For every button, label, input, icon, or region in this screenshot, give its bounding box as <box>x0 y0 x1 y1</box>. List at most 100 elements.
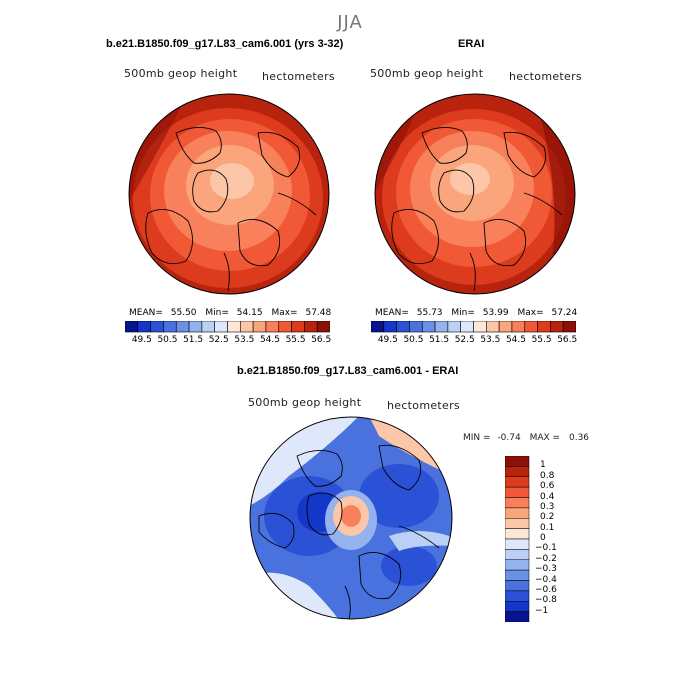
panel-1-units-label: hectometers <box>262 70 335 83</box>
panel-1-map <box>128 93 330 295</box>
colorbar-swatch <box>316 321 330 333</box>
colorbar-swatch <box>201 321 215 333</box>
panel-2-units-label: hectometers <box>509 70 582 83</box>
colorbar-tick-label: 51.5 <box>429 335 450 345</box>
contour-band-11 <box>341 505 361 527</box>
colorbar-tick-label: 0 <box>540 533 546 543</box>
colorbar-swatch <box>409 321 423 333</box>
panel-1-min-label: Min= <box>205 308 229 318</box>
colorbar-swatch <box>505 476 530 488</box>
colorbar-swatch <box>252 321 267 333</box>
colorbar-tick-label: −0.6 <box>535 584 557 595</box>
colorbar-swatch <box>383 321 397 333</box>
panel-1-colorbar-ticks: 49.5 50.5 51.5 52.5 53.5 54.5 55.5 56.5 <box>118 335 338 347</box>
panel-1-variable-label: 500mb geop height <box>124 67 238 80</box>
colorbar-tick-label: 52.5 <box>454 335 475 345</box>
colorbar-tick-label: −0.3 <box>535 564 557 575</box>
colorbar-tick-label: 0.3 <box>540 501 555 512</box>
colorbar-tick-label: −0.2 <box>535 553 557 564</box>
panel-1-mean-label: MEAN= <box>129 308 163 318</box>
colorbar-swatch <box>505 518 530 529</box>
diff-panel-stats: MIN = -0.74 MAX = 0.36 <box>463 433 589 443</box>
colorbar-swatch <box>550 321 564 333</box>
colorbar-tick-label: 0.1 <box>540 522 555 533</box>
colorbar-swatch <box>505 456 530 467</box>
colorbar-swatch <box>505 486 530 498</box>
colorbar-swatch <box>505 538 530 550</box>
diff-min-value: -0.74 <box>497 433 521 443</box>
colorbar-tick-label: −1 <box>535 605 549 616</box>
colorbar-swatch <box>511 321 526 333</box>
panel-2-mean-label: MEAN= <box>375 308 409 318</box>
colorbar-swatch <box>175 321 190 333</box>
colorbar-tick-label: 53.5 <box>480 335 501 345</box>
colorbar-tick-label: 50.5 <box>157 335 178 345</box>
colorbar-swatch <box>227 321 241 333</box>
colorbar-swatch <box>240 321 254 333</box>
colorbar-swatch <box>150 321 164 333</box>
colorbar-tick-label: 49.5 <box>131 335 152 345</box>
colorbar-swatch <box>505 611 530 622</box>
colorbar-tick-label: −0.4 <box>535 574 557 585</box>
colorbar-swatch <box>371 321 385 333</box>
contour-band-14 <box>389 531 452 551</box>
panel-2-variable-label: 500mb geop height <box>370 67 484 80</box>
colorbar-swatch <box>447 321 461 333</box>
diff-colorbar-ticks: 1 0.8 0.6 0.4 0.3 0.2 0.1 0 −0.1 −0.2 −0.3 −0.4 −0.6… <box>535 456 577 626</box>
panel-1-max-value: 57.48 <box>305 308 332 318</box>
diff-panel-units-label: hectometers <box>387 399 460 412</box>
colorbar-swatch <box>291 321 305 333</box>
panel-1-colorbar <box>125 321 330 333</box>
colorbar-swatch <box>505 601 530 612</box>
colorbar-tick-label: −0.1 <box>535 543 557 554</box>
diff-panel-title: b.e21.B1850.f09_g17.L83_cam6.001 - ERAI <box>237 365 459 377</box>
coastlines <box>145 127 317 292</box>
colorbar-tick-label: 54.5 <box>505 335 526 345</box>
colorbar-swatch <box>505 549 530 561</box>
panel-2-max-label: Max= <box>517 308 544 318</box>
panel-2-stats: MEAN= 55.73 Min= 53.99 Max= 57.24 <box>375 308 577 318</box>
colorbar-swatch <box>460 321 474 333</box>
colorbar-tick-label: 0.6 <box>540 481 555 492</box>
colorbar-swatch <box>188 321 203 333</box>
colorbar-swatch <box>505 507 530 519</box>
panel-2-min-label: Min= <box>451 308 475 318</box>
colorbar-swatch <box>137 321 151 333</box>
diff-panel-map <box>249 416 453 620</box>
colorbar-tick-label: 1 <box>540 460 546 471</box>
panel-1-mean-value: 55.50 <box>170 308 197 318</box>
colorbar-tick-label: 55.5 <box>531 335 552 345</box>
diff-max-value: 0.36 <box>568 433 590 443</box>
colorbar-tick-label: 49.5 <box>377 335 398 345</box>
panel-1-max-label: Max= <box>271 308 298 318</box>
panel-2-title: ERAI <box>458 38 485 50</box>
colorbar-tick-label: 50.5 <box>403 335 424 345</box>
colorbar-swatch <box>505 559 530 571</box>
panel-2-mean-value: 55.73 <box>416 308 443 318</box>
map-boundary <box>374 93 576 295</box>
colorbar-swatch <box>396 321 410 333</box>
colorbar-swatch <box>505 466 530 478</box>
colorbar-tick-label: 56.5 <box>311 335 332 345</box>
colorbar-tick-label: 54.5 <box>259 335 280 345</box>
panel-1-min-value: 54.15 <box>236 308 263 318</box>
colorbar-swatch <box>562 321 576 333</box>
colorbar-swatch <box>498 321 513 333</box>
colorbar-swatch <box>537 321 551 333</box>
colorbar-swatch <box>473 321 487 333</box>
colorbar-swatch <box>505 528 530 540</box>
colorbar-swatch <box>163 321 177 333</box>
colorbar-swatch <box>505 497 530 509</box>
season-title: JJA <box>337 12 363 33</box>
panel-1-stats: MEAN= 55.50 Min= 54.15 Max= 57.48 <box>129 308 331 318</box>
contour-band-6 <box>359 464 439 528</box>
diff-min-label: MIN = <box>463 433 491 443</box>
map-boundary <box>128 93 330 295</box>
coastlines <box>391 127 563 292</box>
panel-2-min-value: 53.99 <box>482 308 509 318</box>
colorbar-swatch <box>304 321 318 333</box>
diff-panel-variable-label: 500mb geop height <box>248 396 362 409</box>
colorbar-tick-label: 0.4 <box>540 491 555 502</box>
diff-colorbar <box>505 456 530 622</box>
panel-1-title: b.e21.B1850.f09_g17.L83_cam6.001 (yrs 3-… <box>106 38 344 50</box>
